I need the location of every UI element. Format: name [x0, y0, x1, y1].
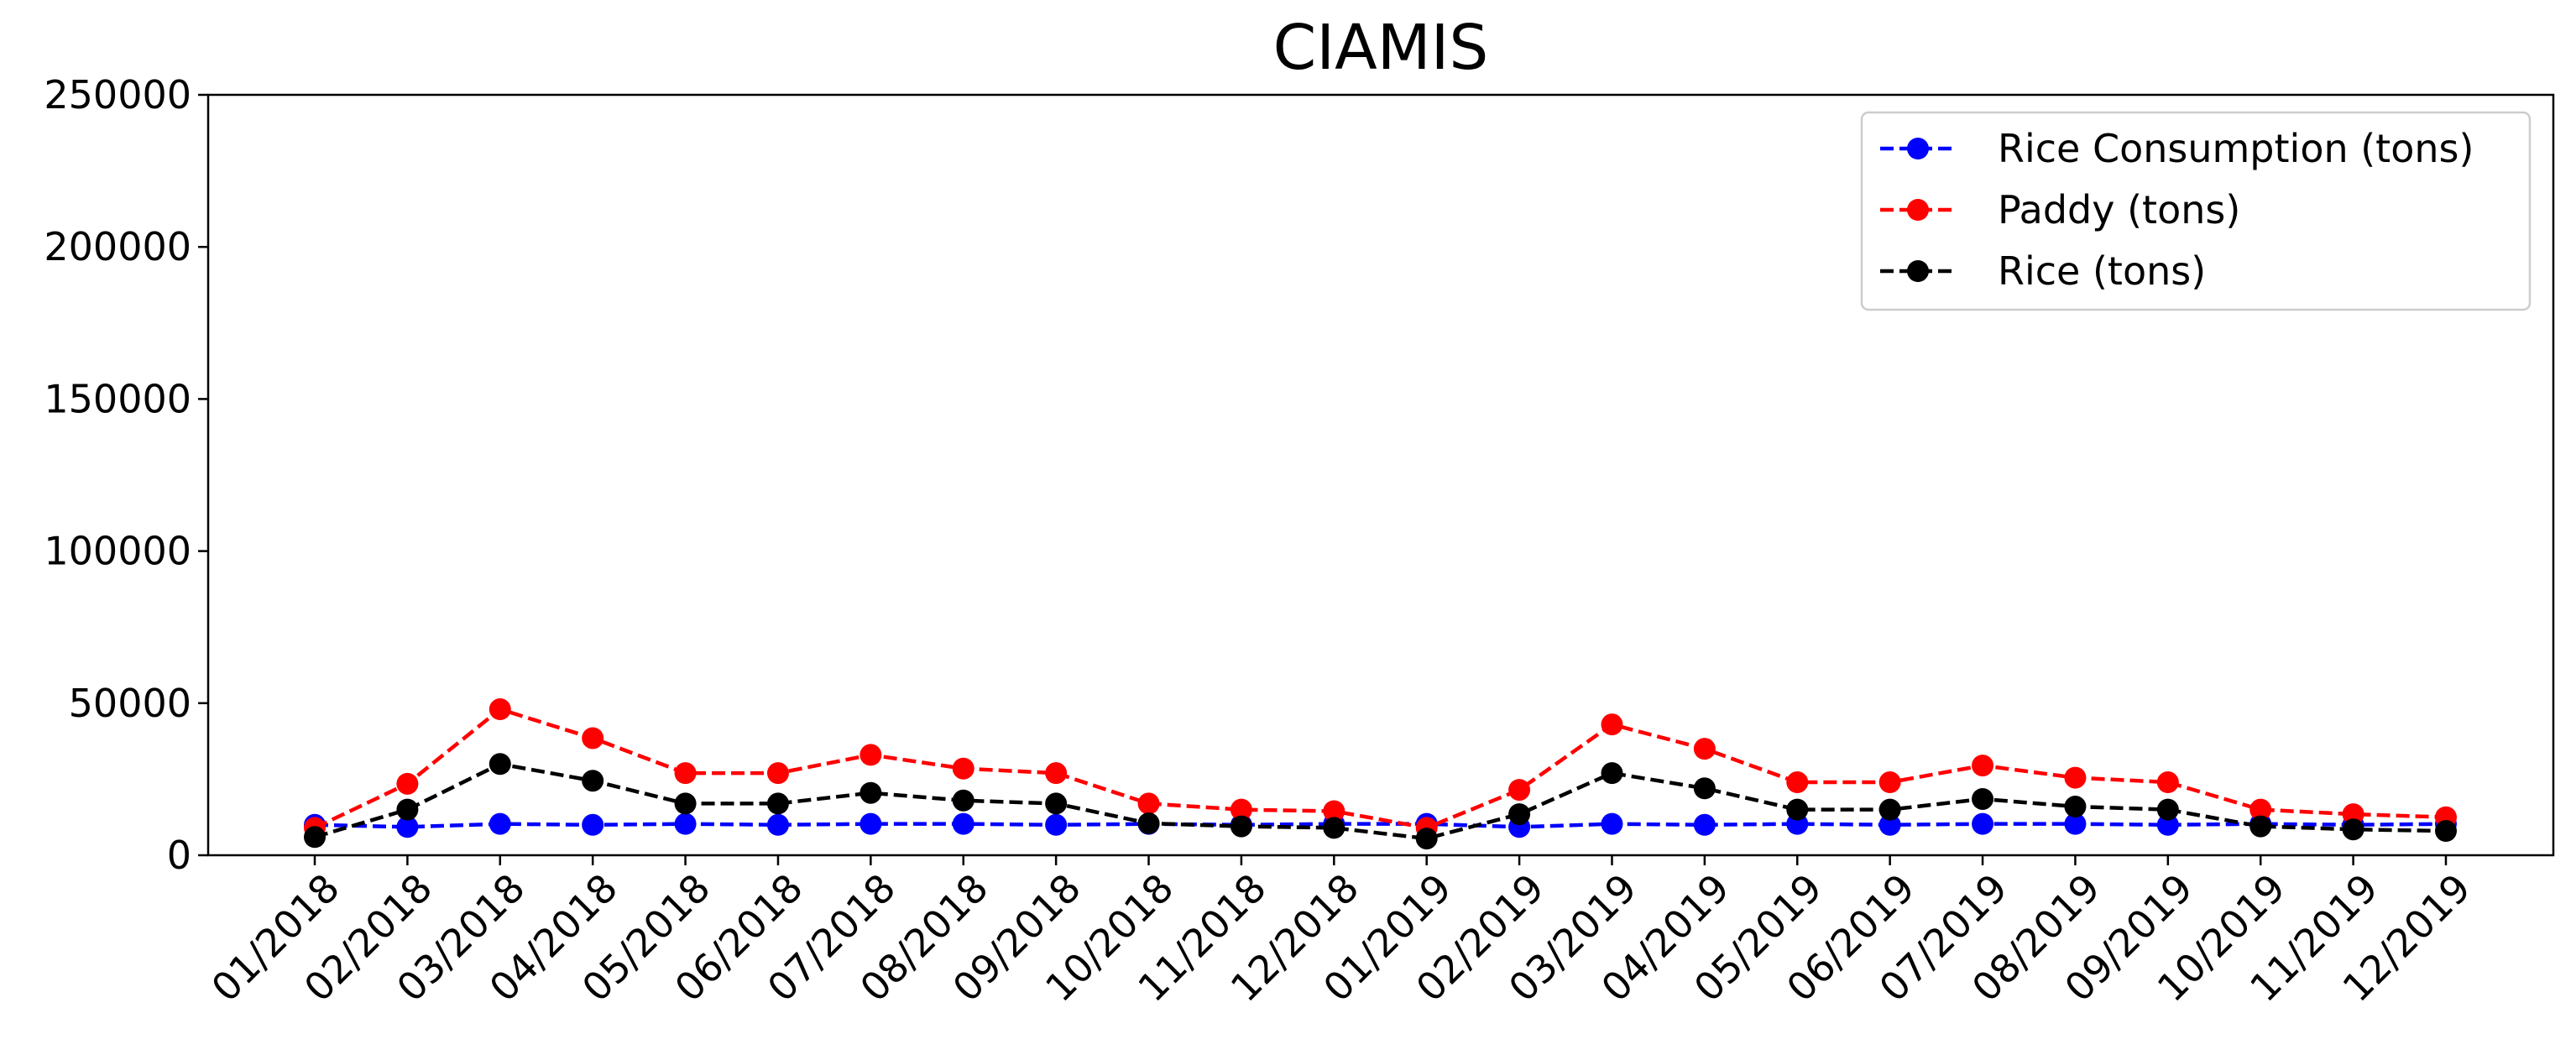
data-point: [1972, 755, 1994, 777]
data-point: [2249, 798, 2272, 821]
data-point: [582, 770, 604, 792]
data-point: [489, 812, 511, 835]
data-point: [2156, 798, 2179, 821]
data-point: [1972, 812, 1994, 835]
series-layer: [304, 698, 2457, 850]
legend-label: Rice Consumption (tons): [1998, 126, 2474, 171]
data-point: [1508, 779, 1531, 802]
series-line: [314, 822, 2447, 829]
data-point: [2156, 771, 2179, 794]
data-point: [1323, 817, 1345, 839]
data-point: [582, 727, 604, 749]
data-point: [952, 789, 974, 812]
data-point: [1693, 777, 1716, 800]
data-point: [2064, 766, 2087, 789]
data-point: [1230, 798, 1252, 821]
data-point: [1045, 792, 1068, 815]
data-point: [2156, 813, 2179, 836]
data-point: [1972, 787, 1994, 810]
y-tick-label: 0: [167, 833, 191, 878]
data-point: [674, 812, 697, 835]
y-tick-label: 250000: [44, 72, 191, 118]
y-axis: 0 50000 100000 150000 200000 250000: [44, 72, 208, 878]
series-line: [314, 761, 2447, 841]
plot-frame: [206, 93, 2555, 857]
data-point: [2064, 812, 2087, 835]
data-point: [1878, 813, 1901, 836]
legend: Rice Consumption (tons) Paddy (tons) Rice …: [1860, 111, 2532, 311]
data-point: [860, 781, 882, 804]
data-point: [766, 792, 789, 815]
data-point: [1601, 762, 1623, 785]
data-point: [2435, 820, 2457, 843]
y-tick-label: 200000: [44, 224, 191, 269]
data-point: [1878, 771, 1901, 794]
data-point: [1693, 738, 1716, 760]
data-point: [766, 813, 789, 836]
y-tick-label: 100000: [44, 529, 191, 574]
data-point: [674, 792, 697, 815]
data-point: [1786, 798, 1809, 821]
data-point: [1878, 798, 1901, 821]
legend-marker: [1907, 260, 1929, 282]
series-2: [304, 753, 2457, 850]
series-1: [304, 698, 2457, 839]
data-point: [2249, 815, 2272, 838]
data-point: [1415, 828, 1438, 850]
data-point: [1045, 813, 1068, 836]
data-point: [489, 753, 511, 776]
data-point: [1693, 813, 1716, 836]
data-point: [396, 816, 419, 838]
data-point: [1137, 812, 1160, 834]
legend-label: Rice (tons): [1998, 248, 2206, 294]
legend-box: [1860, 111, 2532, 311]
data-point: [2064, 796, 2087, 818]
data-point: [952, 812, 974, 835]
data-point: [1601, 713, 1623, 736]
data-point: [2342, 803, 2364, 826]
data-point: [396, 772, 419, 795]
series-line: [314, 707, 2447, 830]
data-point: [860, 812, 882, 835]
data-point: [1323, 800, 1345, 823]
data-point: [766, 762, 789, 785]
chart-title: CIAMIS: [1273, 12, 1489, 84]
data-point: [304, 826, 326, 849]
data-point: [1508, 803, 1531, 826]
data-point: [674, 762, 697, 785]
data-point: [952, 757, 974, 780]
legend-label: Paddy (tons): [1998, 187, 2240, 232]
y-tick-label: 150000: [44, 376, 191, 421]
data-point: [860, 744, 882, 766]
data-point: [1601, 812, 1623, 835]
data-point: [396, 798, 419, 821]
data-point: [2342, 818, 2364, 841]
data-point: [1786, 771, 1809, 794]
data-point: [1230, 815, 1252, 838]
data-point: [1137, 792, 1160, 815]
data-point: [582, 813, 604, 836]
legend-marker: [1907, 199, 1929, 221]
y-tick-label: 50000: [69, 681, 191, 726]
data-point: [1045, 762, 1068, 785]
x-axis: 01/201802/201803/201804/201805/201806/20…: [202, 855, 2479, 1011]
data-point: [489, 698, 511, 721]
legend-marker: [1907, 138, 1929, 159]
